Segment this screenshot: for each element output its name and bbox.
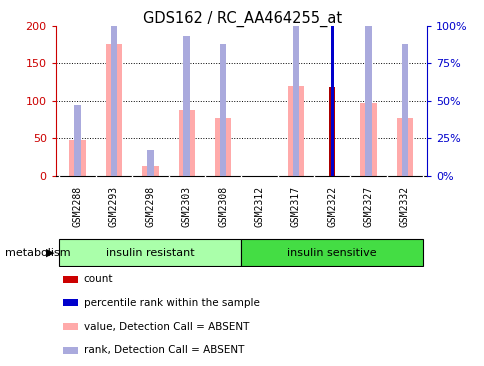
Text: GSM2298: GSM2298 (145, 186, 155, 227)
Bar (287, 86, 303, 176)
Text: GDS162 / RC_AA464255_at: GDS162 / RC_AA464255_at (143, 11, 341, 27)
Text: insulin resistant: insulin resistant (106, 247, 194, 258)
Bar (396, 118, 412, 176)
Bar (401, 44, 408, 176)
Bar (364, 26, 371, 176)
Text: value, Detection Call = ABSENT: value, Detection Call = ABSENT (83, 322, 248, 332)
Bar (292, 26, 299, 176)
Bar (63, 323, 78, 330)
Text: GSM2317: GSM2317 (290, 186, 300, 227)
Text: ▶: ▶ (46, 247, 55, 258)
Bar (69, 141, 86, 176)
Bar (142, 166, 158, 176)
Bar (330, 6, 333, 176)
Bar (183, 36, 190, 176)
FancyBboxPatch shape (241, 239, 422, 266)
Text: rank, Detection Call = ABSENT: rank, Detection Call = ABSENT (83, 346, 243, 355)
Bar (360, 103, 376, 176)
Bar (74, 105, 81, 176)
FancyBboxPatch shape (59, 239, 241, 266)
Text: GSM2303: GSM2303 (182, 186, 191, 227)
Text: GSM2293: GSM2293 (109, 186, 119, 227)
Text: count: count (83, 274, 113, 284)
Bar (63, 299, 78, 306)
Text: GSM2332: GSM2332 (399, 186, 409, 227)
Bar (63, 276, 78, 283)
Text: GSM2322: GSM2322 (327, 186, 336, 227)
Bar (329, 87, 334, 176)
Text: GSM2327: GSM2327 (363, 186, 373, 227)
Bar (63, 347, 78, 354)
Bar (147, 150, 153, 176)
Text: metabolism: metabolism (5, 247, 70, 258)
Bar (214, 118, 231, 176)
Bar (110, 0, 117, 176)
Text: GSM2312: GSM2312 (254, 186, 264, 227)
Bar (219, 44, 226, 176)
Text: percentile rank within the sample: percentile rank within the sample (83, 298, 259, 308)
Bar (178, 111, 195, 176)
Bar (106, 44, 122, 176)
Text: insulin sensitive: insulin sensitive (287, 247, 376, 258)
Text: GSM2308: GSM2308 (218, 186, 227, 227)
Text: GSM2288: GSM2288 (73, 186, 82, 227)
